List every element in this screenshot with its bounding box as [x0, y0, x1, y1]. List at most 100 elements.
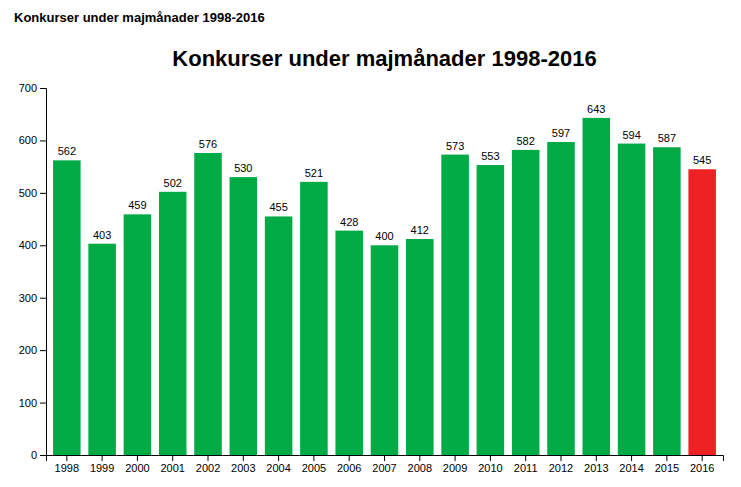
bar: [441, 155, 469, 455]
outer-title: Konkurser under majmånader 1998-2016: [14, 10, 265, 25]
x-tick-mark: [596, 455, 597, 461]
y-axis: 0 100 200 300 400 500 600 700: [19, 82, 47, 461]
x-tick: 2001: [160, 455, 184, 474]
x-tick: 2004: [266, 455, 290, 474]
y-tick-label: 500: [19, 187, 37, 199]
y-tick: 0: [31, 449, 46, 461]
bar: [124, 214, 152, 455]
bar: [512, 150, 540, 455]
bar: [300, 182, 328, 455]
axis-line: [47, 456, 724, 462]
x-tick-label: 2015: [655, 462, 679, 474]
x-tick-mark: [455, 455, 456, 461]
data-labels: 5624034595025765304555214284004125735535…: [58, 103, 712, 242]
x-tick-mark: [66, 455, 67, 461]
data-label: 587: [658, 132, 676, 144]
bar: [159, 192, 187, 455]
data-label: 545: [693, 154, 711, 166]
y-tick-mark: [40, 245, 46, 246]
data-label: 428: [340, 216, 358, 228]
x-tick-label: 2016: [690, 462, 714, 474]
x-tick: 2003: [231, 455, 255, 474]
x-tick-label: 2012: [549, 462, 573, 474]
bars: [53, 118, 716, 455]
y-tick: 600: [19, 134, 46, 146]
y-tick-label: 300: [19, 292, 37, 304]
x-tick-mark: [172, 455, 173, 461]
x-tick: 2012: [549, 455, 573, 474]
bar: [583, 118, 611, 455]
x-tick: 2013: [584, 455, 608, 474]
x-tick-label: 2014: [619, 462, 643, 474]
bar: [406, 239, 434, 455]
x-tick: 2009: [443, 455, 467, 474]
x-tick-mark: [419, 455, 420, 461]
y-tick-label: 600: [19, 134, 37, 146]
bar: [194, 153, 222, 455]
y-tick-label: 700: [19, 82, 37, 94]
x-tick-mark: [313, 455, 314, 461]
x-tick: 1999: [90, 455, 114, 474]
data-label: 582: [517, 135, 535, 147]
x-tick: 2008: [408, 455, 432, 474]
x-tick-label: 2007: [372, 462, 396, 474]
y-tick: 500: [19, 187, 46, 199]
bar: [688, 169, 716, 455]
x-tick: 2015: [655, 455, 679, 474]
x-tick: 2005: [302, 455, 326, 474]
x-tick-label: 2010: [478, 462, 502, 474]
data-label: 553: [481, 150, 499, 162]
x-tick-label: 2003: [231, 462, 255, 474]
data-label: 573: [446, 140, 464, 152]
x-tick: 1998: [55, 455, 79, 474]
y-tick: 700: [19, 82, 46, 94]
x-tick: 2002: [196, 455, 220, 474]
x-tick-mark: [278, 455, 279, 461]
x-tick-label: 2001: [160, 462, 184, 474]
chart-title: Konkurser under majmånader 1998-2016: [172, 46, 596, 71]
y-tick-mark: [40, 298, 46, 299]
x-tick-mark: [208, 455, 209, 461]
x-tick-mark: [666, 455, 667, 461]
y-tick-mark: [40, 455, 46, 456]
x-tick-mark: [631, 455, 632, 461]
chart: Konkurser under majmånader 1998-2016 Konk…: [0, 0, 741, 487]
x-tick-label: 2009: [443, 462, 467, 474]
data-label: 594: [622, 129, 640, 141]
x-tick-label: 2013: [584, 462, 608, 474]
x-tick-label: 2008: [408, 462, 432, 474]
x-tick-mark: [243, 455, 244, 461]
bar: [547, 142, 575, 455]
data-label: 530: [234, 162, 252, 174]
bar: [88, 244, 116, 455]
data-label: 562: [58, 145, 76, 157]
bar: [371, 245, 399, 455]
data-label: 576: [199, 138, 217, 150]
x-tick-label: 2002: [196, 462, 220, 474]
data-label: 597: [552, 127, 570, 139]
x-tick: 2000: [125, 455, 149, 474]
x-tick-mark: [490, 455, 491, 461]
data-label: 502: [164, 177, 182, 189]
data-label: 412: [411, 224, 429, 236]
axis-line: [40, 89, 47, 456]
x-tick-label: 2011: [514, 462, 538, 474]
y-tick-mark: [40, 350, 46, 351]
y-tick: 100: [19, 397, 46, 409]
x-tick: 2010: [478, 455, 502, 474]
x-tick-mark: [384, 455, 385, 461]
data-label: 455: [269, 201, 287, 213]
bar: [653, 147, 681, 455]
y-tick-label: 200: [19, 344, 37, 356]
y-tick-label: 400: [19, 239, 37, 251]
x-tick: 2014: [619, 455, 643, 474]
y-tick-label: 0: [31, 449, 37, 461]
x-tick-mark: [560, 455, 561, 461]
x-tick-label: 1998: [55, 462, 79, 474]
bar: [53, 160, 81, 455]
x-tick: 2006: [337, 455, 361, 474]
x-tick: 2011: [514, 455, 538, 474]
x-tick-mark: [137, 455, 138, 461]
data-label: 459: [128, 199, 146, 211]
y-tick-label: 100: [19, 397, 37, 409]
